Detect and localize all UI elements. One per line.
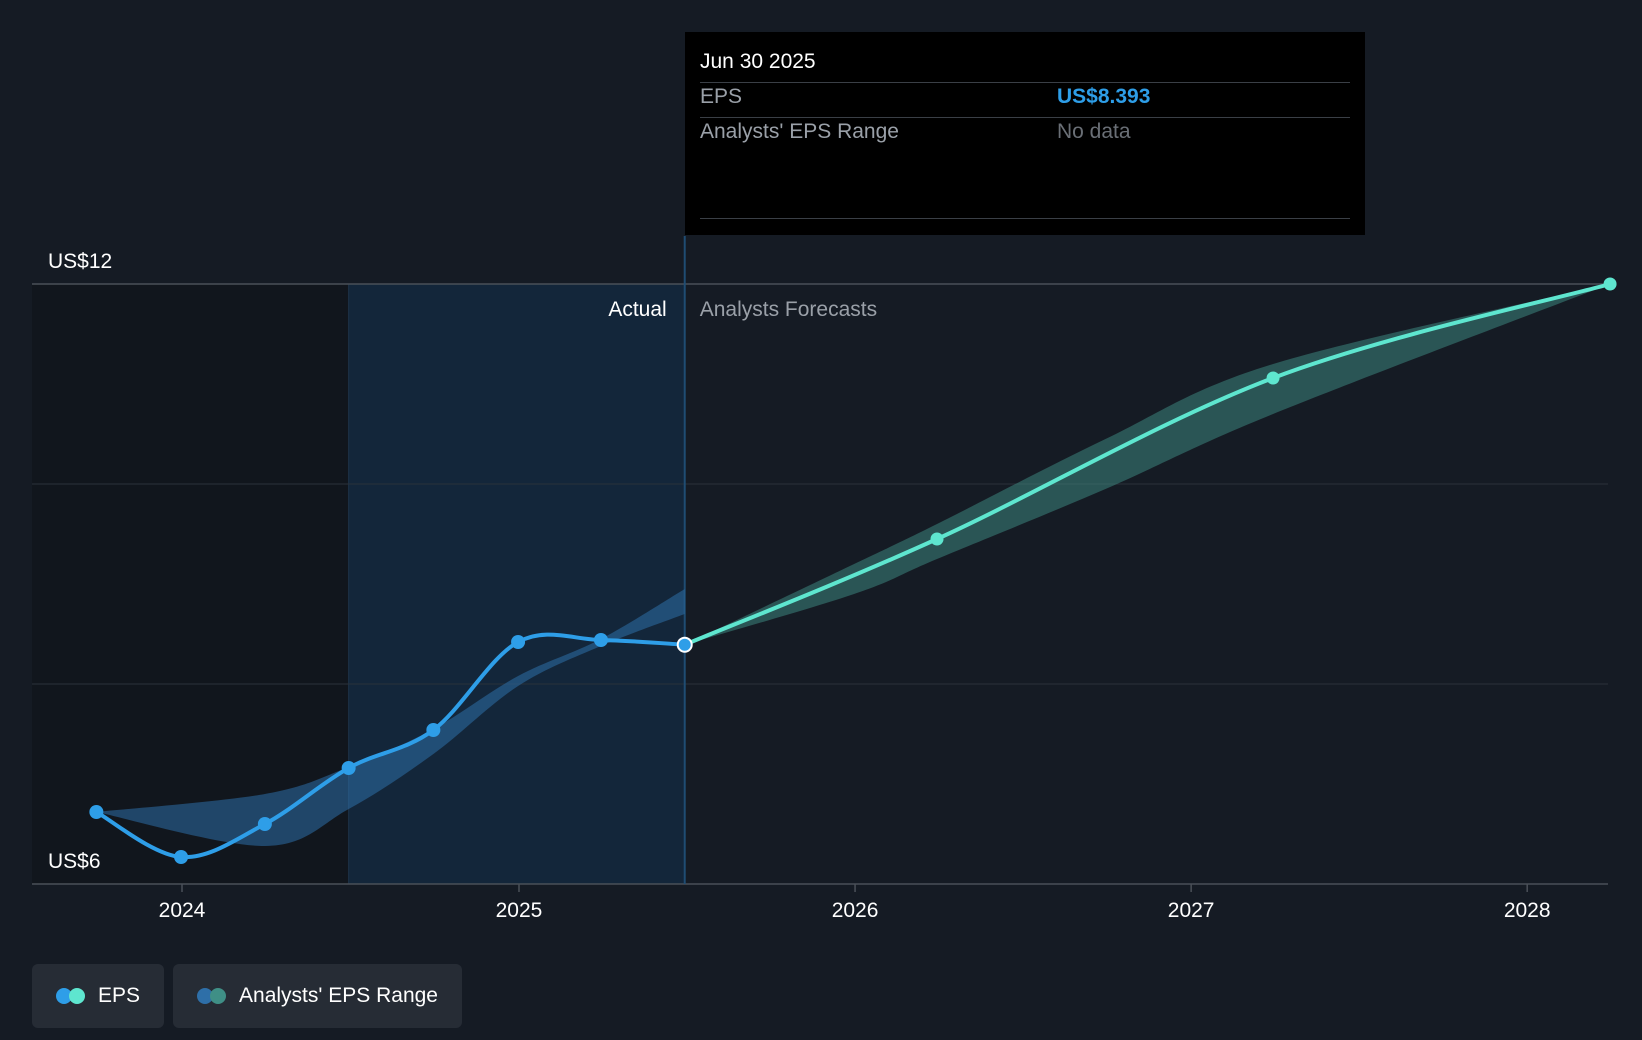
x-tick-label: 2025 <box>496 899 543 922</box>
x-tick-label: 2028 <box>1504 899 1551 922</box>
legend: EPS Analysts' EPS Range <box>32 964 462 1028</box>
tooltip-range-value: No data <box>1057 120 1131 143</box>
actual-region-label: Actual <box>608 298 666 321</box>
eps-range-legend-icon <box>197 988 227 1004</box>
actual-highlight-region <box>348 284 685 884</box>
eps-actual-point <box>341 761 356 775</box>
eps-line-forecast <box>682 282 1613 647</box>
x-axis-ticks: 2024 2025 2026 2027 2028 <box>159 884 1551 922</box>
gridlines <box>32 283 1608 685</box>
past-shade-region <box>32 284 349 884</box>
x-tick-label: 2027 <box>1168 899 1215 922</box>
forecast-region-label: Analysts Forecasts <box>700 298 877 321</box>
eps-actual-point <box>511 635 526 649</box>
legend-eps[interactable]: EPS <box>32 964 165 1028</box>
eps-actual-point <box>257 817 272 831</box>
eps-actual-point <box>593 633 608 647</box>
tooltip-date: Jun 30 2025 <box>700 50 816 73</box>
eps-legend-icon <box>56 988 86 1004</box>
x-tick-label: 2024 <box>159 899 206 922</box>
y-axis-label-bottom: US$6 <box>48 850 101 873</box>
eps-forecast-point <box>930 532 944 546</box>
tooltip-divider <box>700 82 1350 83</box>
hover-tooltip: Jun 30 2025 EPS US$8.393 Analysts' EPS R… <box>685 32 1365 235</box>
eps-points <box>89 277 1617 864</box>
eps-highlight-point <box>676 636 693 653</box>
tooltip-divider <box>700 117 1350 118</box>
eps-actual-point <box>89 805 104 819</box>
eps-line-actual <box>94 632 687 860</box>
eps-actual-point <box>174 850 189 864</box>
tooltip-eps-label: EPS <box>700 85 743 108</box>
x-tick-label: 2026 <box>832 899 879 922</box>
eps-forecast-point <box>1603 277 1617 291</box>
legend-eps-label: EPS <box>98 984 141 1007</box>
legend-eps-range[interactable]: Analysts' EPS Range <box>173 964 462 1028</box>
legend-eps-range-label: Analysts' EPS Range <box>239 984 438 1007</box>
eps-forecast-point <box>1266 371 1280 385</box>
y-axis-label-top: US$12 <box>48 250 112 273</box>
eps-range-band-forecast <box>684 284 1611 645</box>
tooltip-range-label: Analysts' EPS Range <box>700 120 899 143</box>
eps-actual-point <box>426 723 441 737</box>
tooltip-divider <box>700 218 1350 219</box>
tooltip-eps-value: US$8.393 <box>1057 85 1151 108</box>
eps-range-band-past <box>96 589 685 847</box>
